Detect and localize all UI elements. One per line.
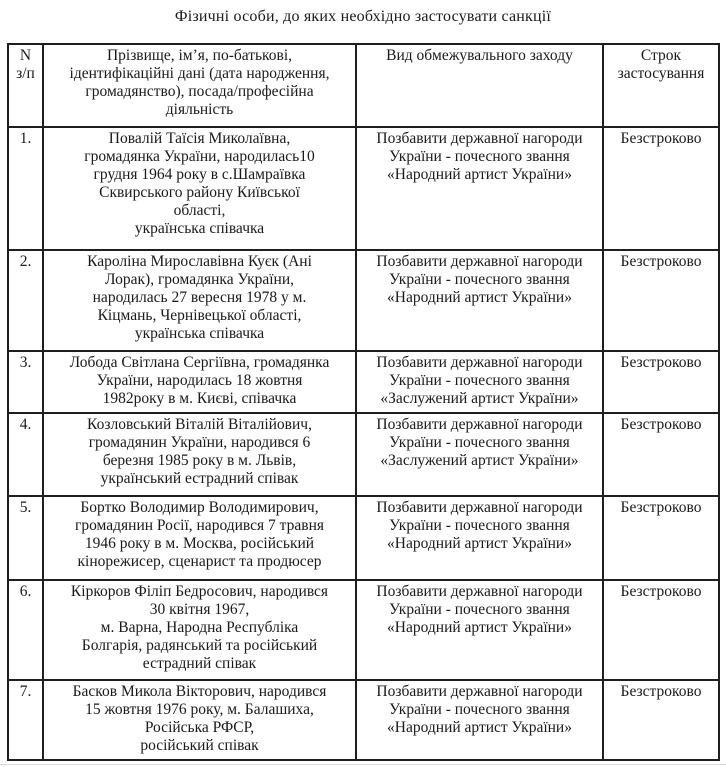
header-number: N з/п — [7, 43, 44, 128]
row-number-cell: 7. — [7, 679, 44, 761]
table-row: 6. Кіркоров Філіп Бедросович, народився … — [7, 579, 720, 681]
table-header-row: N з/п Прізвище, ім’я, по-батькові, ідент… — [7, 43, 720, 128]
person-cell: Козловський Віталій Віталійович, громадя… — [42, 412, 357, 497]
document-title: Фізичні особи, до яких необхідно застосу… — [174, 8, 552, 25]
term-cell: Безстроково — [602, 579, 720, 681]
sanctions-table: N з/п Прізвище, ім’я, по-батькові, ідент… — [7, 43, 720, 761]
table-row: 3. Лобода Світлана Сергіївна, громадянка… — [7, 350, 720, 414]
person-cell: Повалій Таїсія Миколаївна, громадянка Ук… — [42, 126, 357, 251]
measure-cell: Позбавити державної нагороди України - п… — [355, 126, 604, 251]
measure-cell: Позбавити державної нагороди України - п… — [355, 412, 604, 497]
person-cell: Кіркоров Філіп Бедросович, народився 30 … — [42, 579, 357, 681]
measure-cell: Позбавити державної нагороди України - п… — [355, 679, 604, 761]
person-cell: Бортко Володимир Володимирович, громадян… — [42, 495, 357, 581]
measure-cell: Позбавити державної нагороди України - п… — [355, 249, 604, 352]
measure-cell: Позбавити державної нагороди України - п… — [355, 579, 604, 681]
person-cell: Кароліна Мирославівна Куєк (Ані Лорак), … — [42, 249, 357, 352]
header-term: Строк застосування — [602, 43, 720, 128]
table-row: 1. Повалій Таїсія Миколаївна, громадянка… — [7, 126, 720, 251]
table-row: 5. Бортко Володимир Володимирович, грома… — [7, 495, 720, 581]
row-number-cell: 5. — [7, 495, 44, 581]
term-cell: Безстроково — [602, 495, 720, 581]
row-number-cell: 2. — [7, 249, 44, 352]
header-person: Прізвище, ім’я, по-батькові, ідентифікац… — [42, 43, 357, 128]
person-cell: Лобода Світлана Сергіївна, громадянка Ук… — [42, 350, 357, 414]
term-cell: Безстроково — [602, 249, 720, 352]
row-number-cell: 1. — [7, 126, 44, 251]
measure-cell: Позбавити державної нагороди України - п… — [355, 495, 604, 581]
term-cell: Безстроково — [602, 412, 720, 497]
table-row: 4. Козловський Віталій Віталійович, гром… — [7, 412, 720, 497]
term-cell: Безстроково — [602, 679, 720, 761]
table-row: 7. Басков Микола Вікторович, народився 1… — [7, 679, 720, 761]
measure-cell: Позбавити державної нагороди України - п… — [355, 350, 604, 414]
header-measure: Вид обмежувального заходу — [355, 43, 604, 128]
term-cell: Безстроково — [602, 126, 720, 251]
scan-artifact-line — [0, 764, 726, 765]
term-cell: Безстроково — [602, 350, 720, 414]
row-number-cell: 4. — [7, 412, 44, 497]
row-number-cell: 6. — [7, 579, 44, 681]
person-cell: Басков Микола Вікторович, народився 15 ж… — [42, 679, 357, 761]
row-number-cell: 3. — [7, 350, 44, 414]
table-row: 2. Кароліна Мирославівна Куєк (Ані Лорак… — [7, 249, 720, 352]
